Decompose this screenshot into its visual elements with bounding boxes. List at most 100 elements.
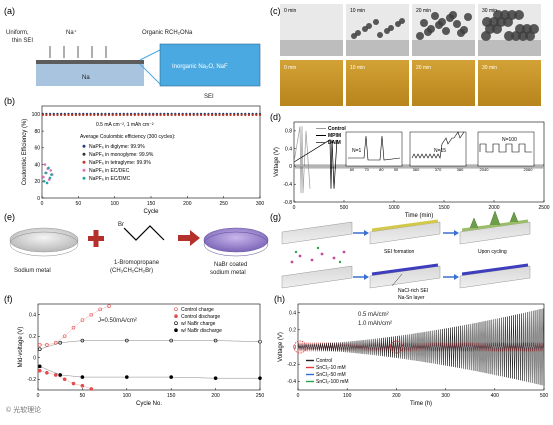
nabr-coated-disc-rim (203, 231, 269, 257)
c-photo-top-surface (280, 40, 343, 56)
g-formation-label: SEI formation (384, 249, 415, 255)
panel-f-letter: (f) (4, 294, 13, 304)
panel-a-left-label: Uniform, thin SEI (6, 30, 33, 44)
b-point (170, 113, 173, 117)
left-label-line-2: thin SEI (12, 38, 33, 44)
b-point (47, 166, 50, 170)
b-point (115, 113, 118, 117)
b-y-tick-label: 60 (34, 146, 40, 152)
f-x-tick-label: 50 (80, 393, 86, 399)
d-inset-line (348, 135, 401, 161)
b-point (214, 113, 217, 117)
b-y-tick-label: 0 (37, 196, 40, 202)
d-inset-tick-label: 70 (364, 167, 369, 172)
d-x-tick-label: 2500 (538, 205, 549, 211)
b-point (45, 113, 48, 117)
h-x-tick-label: 200 (392, 393, 401, 399)
b-condition: 0.5 mA cm⁻², 1 mAh cm⁻² (96, 122, 154, 128)
b-point (56, 113, 59, 117)
d-y-tick-label: 0.4 (285, 146, 292, 152)
sei-inset (159, 43, 261, 87)
f-legend-marker (174, 328, 178, 333)
b-point (42, 179, 46, 183)
b-point (49, 169, 53, 172)
b-x-tick-label: 150 (147, 201, 156, 207)
d-x-axis-title: Time (min) (405, 213, 433, 219)
f-legend-entry: Control charge (181, 307, 214, 313)
watermark: © 光软理论 (6, 405, 41, 414)
b-point (155, 113, 158, 117)
f-x-tick-label: 250 (256, 393, 265, 399)
sodium-metal-disc (9, 227, 79, 253)
na-ion-label: Na⁺ (66, 29, 77, 36)
d-y-tick-label: -0.4 (283, 182, 292, 188)
panel-a: (a) Uniform, thin SEI Na⁺ Organic RCH₂ON… (4, 6, 261, 100)
b-point (42, 175, 45, 179)
c-dendrite-blob (416, 32, 424, 40)
b-point (251, 113, 254, 117)
c-time-label-bottom: 0 min (284, 65, 296, 71)
c-dendrite-blob (377, 32, 383, 38)
plus-icon (88, 230, 104, 247)
f-x-tick-label: 200 (211, 393, 220, 399)
b-point (104, 113, 107, 117)
c-dendrite-blob (355, 30, 361, 36)
b-point (225, 113, 228, 117)
c-photo-top-surface (412, 40, 475, 56)
c-time-label-top: 20 min (416, 8, 431, 14)
f-legend-marker (174, 314, 178, 319)
b-point (244, 113, 247, 117)
f-series-line (39, 370, 92, 390)
b-y-tick-label: 80 (34, 129, 40, 135)
left-label-line-1: Uniform, (6, 30, 29, 36)
d-inset-label: N=1 (352, 148, 362, 154)
b-legend-marker (82, 168, 86, 172)
c-dendrite-blob (435, 21, 443, 29)
g-cycling-label: Upon cycling (478, 249, 507, 255)
panel-d-letter: (d) (270, 112, 281, 122)
c-time-label-bottom: 10 min (350, 65, 365, 71)
f-x-tick-label: 150 (167, 393, 176, 399)
panel-c: (c) 0 min 0 min 10 min 10 min 20 min 20 min 30… (270, 4, 541, 106)
panel-e: (e) Sodium metal Br 1-Bromopropane (CH₃C… (4, 212, 269, 276)
h-y-axis-title: Voltage (V) (278, 332, 284, 362)
b-point (71, 113, 74, 117)
b-point (82, 113, 85, 117)
c-time-label-bottom: 30 min (482, 65, 497, 71)
g-layer1-label: NaCl-rich SEI (398, 288, 428, 294)
d-series-line (293, 126, 311, 194)
b-point (166, 113, 170, 117)
f-x-tick-label: 0 (37, 393, 40, 399)
d-inset-label: N=100 (502, 137, 517, 143)
d-inset-tick-label: 80 (379, 167, 384, 172)
g-row-top: SEI formation Upon cycling (281, 210, 531, 255)
d-inset-tick-label: 90 (394, 167, 399, 172)
d-y-axis-title: Voltage (V) (274, 147, 280, 177)
f-y-tick-label: 0 (33, 356, 36, 362)
b-x-tick-label: 300 (256, 201, 265, 207)
c-photo-bottom (280, 60, 343, 106)
d-inset-tick-label: 2060 (524, 167, 534, 172)
b-point (43, 163, 47, 166)
b-point (144, 113, 147, 117)
f-point (37, 347, 42, 351)
d-inset-tick-label: 380 (457, 167, 464, 172)
b-legend-entry: NaPF₆ in EC/DEC (89, 168, 130, 174)
f-legend-entry: w/ NaBr charge (181, 321, 216, 327)
b-point (159, 113, 162, 117)
f-y-tick-label: 0.4 (29, 313, 36, 319)
g-layer2-label: Na-Sn layer (398, 295, 425, 301)
b-point (78, 113, 81, 117)
f-x-tick-label: 100 (123, 393, 132, 399)
b-point (85, 113, 89, 117)
b-x-tick-label: 0 (41, 201, 44, 207)
b-point (52, 113, 55, 117)
f-legend-entry: Control discharge (181, 314, 220, 320)
h-condition-1: 0.5 mA/cm² (358, 312, 389, 318)
c-photo-bottom (412, 60, 475, 106)
d-series-line (293, 139, 338, 189)
panel-g: (g) SEI formation Upon cycling (270, 210, 531, 301)
bromopropane-skeleton (123, 225, 165, 241)
chart-h: 0 100 200 300 400 500 -0.4 -0.2 0 0.2 0.4 Time (h) V… (278, 303, 548, 407)
f-series-line (39, 340, 261, 350)
